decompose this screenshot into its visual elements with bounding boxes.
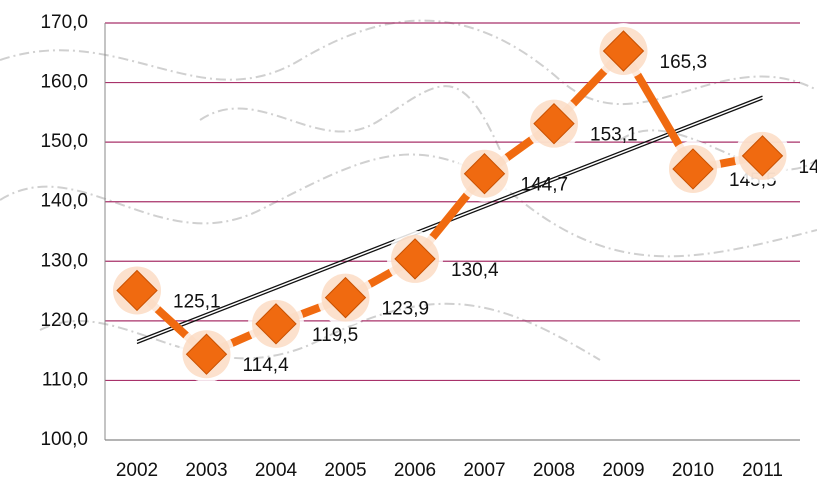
data-label: 123,9 [382,299,430,320]
marker [533,102,575,145]
x-tick-label: 2003 [185,460,227,481]
data-label: 144,7 [521,175,569,196]
data-label: 147,7 [799,157,817,178]
data-label: 114,4 [243,355,290,376]
marker [116,269,158,312]
x-tick-label: 2011 [742,460,783,481]
y-tick-label: 110,0 [42,369,88,390]
data-label: 130,4 [451,260,499,281]
x-tick-label: 2009 [602,460,644,481]
y-tick-label: 120,0 [40,310,88,331]
marker [185,333,228,375]
x-tick-label: 2007 [463,460,505,481]
marker [324,276,367,319]
data-label: 119,5 [312,325,358,346]
marker [394,238,436,280]
background-contours [0,19,817,361]
x-tick-label: 2005 [324,460,366,481]
y-tick-label: 170,0 [40,12,88,33]
data-label: 165,3 [660,52,708,73]
marker [672,148,714,190]
y-tick-label: 130,0 [40,250,88,271]
data-label: 125,1 [173,291,221,312]
marker [255,303,297,345]
marker [602,30,645,72]
marker [463,153,506,195]
y-tick-label: 140,0 [40,191,88,212]
data-line [134,44,764,359]
x-tick-label: 2008 [533,460,575,481]
x-tick-label: 2002 [116,460,158,481]
x-tick-label: 2004 [255,460,298,481]
y-tick-label: 160,0 [40,72,88,93]
y-tick-label: 100,0 [40,429,88,450]
data-label: 153,1 [590,125,638,146]
x-tick-label: 2010 [672,460,714,481]
y-tick-label: 150,0 [40,131,88,152]
x-tick-label: 2006 [394,460,436,481]
marker [741,135,784,177]
